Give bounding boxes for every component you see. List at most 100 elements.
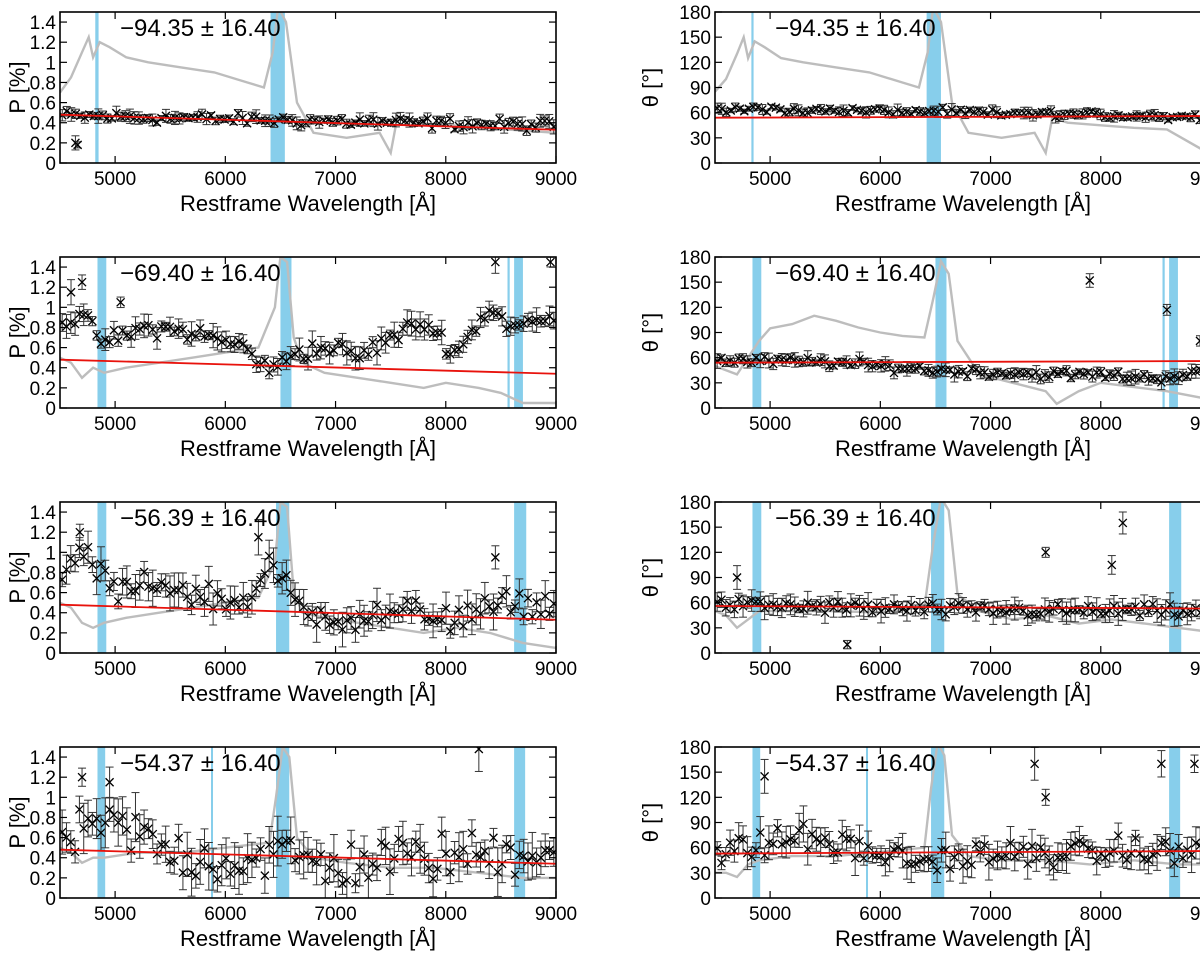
data-point-87 [1087, 370, 1097, 383]
data-point-118 [1195, 335, 1200, 347]
x-tick-label-6000: 6000 [204, 169, 246, 190]
y-axis-label: P [%] [5, 796, 30, 848]
y-tick-label-0.8: 0.8 [30, 318, 56, 339]
y-tick-label-1.2: 1.2 [30, 278, 56, 299]
data-point-36 [867, 846, 877, 864]
data-point-67 [346, 829, 356, 860]
panel-P-row2: 5000 6000 7000 8000 9000 Restframe Wavelength… [5, 501, 577, 706]
x-axis-label: Restframe Wavelength [Å] [180, 926, 436, 951]
data-point-0 [715, 353, 722, 369]
data-point-85 [1096, 108, 1105, 121]
x-tick-label-7000: 7000 [314, 169, 356, 190]
data-point-115 [1085, 273, 1095, 288]
plot-area [60, 12, 556, 163]
x-axis: 5000 6000 7000 8000 9000 [94, 12, 577, 190]
data-point-12 [109, 797, 119, 833]
data-point-116 [842, 639, 852, 650]
data-point-9 [96, 546, 106, 582]
data-point-76 [1040, 837, 1050, 869]
data-point-100 [489, 304, 498, 322]
data-point-46 [256, 837, 266, 861]
data-point-106 [1190, 110, 1200, 119]
data-point-55 [949, 845, 959, 869]
data-point-87 [432, 325, 442, 341]
x-tick-label-8000: 8000 [425, 659, 467, 680]
y-axis: 0 30 60 90 120 150 180 [679, 493, 722, 665]
data-point-119 [546, 257, 555, 268]
data-point-82 [1066, 831, 1076, 861]
y-tick-label-90: 90 [690, 79, 711, 100]
y-tick-label-0: 0 [45, 399, 56, 420]
data-point-108 [523, 842, 533, 881]
data-point-15 [122, 330, 132, 341]
x-tick-label-7000: 7000 [969, 169, 1011, 190]
data-point-66 [342, 607, 352, 634]
x-axis: 5000 6000 7000 8000 9000 [94, 257, 577, 435]
data-point-74 [1031, 365, 1041, 380]
y-tick-label-1: 1 [45, 788, 56, 809]
data-point-74 [376, 609, 386, 632]
data-point-19 [794, 812, 804, 848]
data-point-6 [83, 799, 93, 838]
data-point-82 [411, 318, 421, 341]
x-axis-label: Restframe Wavelength [Å] [835, 681, 1091, 706]
data-point-36 [212, 580, 222, 607]
data-point-117 [1041, 788, 1051, 806]
fit-line [715, 115, 1200, 119]
data-point-25 [825, 104, 835, 114]
data-point-48 [264, 366, 274, 380]
data-point-96 [1126, 836, 1136, 871]
data-point-41 [234, 332, 244, 350]
data-point-87 [1087, 602, 1097, 622]
data-point-42 [238, 334, 248, 354]
data-point-47 [260, 857, 270, 894]
data-point-8 [92, 798, 102, 840]
data-point-77 [1044, 600, 1054, 623]
data-point-18 [135, 322, 145, 336]
x-tick-label-8000: 8000 [425, 414, 467, 435]
x-tick-label-5000: 5000 [749, 904, 791, 925]
data-point-77 [389, 321, 399, 348]
data-point-60 [971, 837, 981, 852]
data-point-61 [320, 601, 330, 631]
data-point-118 [490, 257, 500, 274]
data-point-96 [471, 325, 481, 337]
y-tick-label-30: 30 [690, 864, 711, 885]
y-tick-label-0.8: 0.8 [30, 73, 56, 94]
data-point-13 [768, 357, 778, 371]
data-point-29 [837, 819, 847, 850]
data-point-87 [1087, 841, 1097, 860]
data-point-37 [217, 844, 227, 887]
data-point-69 [355, 346, 365, 371]
y-axis-label: θ [°] [638, 313, 663, 352]
data-point-61 [975, 601, 985, 611]
data-point-33 [206, 110, 216, 120]
x-tick-label-9000: 9000 [535, 904, 577, 925]
data-point-24 [161, 321, 171, 332]
data-point-33 [200, 586, 209, 617]
data-point-15 [122, 565, 132, 599]
y-axis: 00.20.40.60.811.21.4 [30, 13, 556, 175]
data-point-9 [751, 842, 761, 859]
data-point-76 [1040, 597, 1050, 622]
x-tick-label-6000: 6000 [204, 414, 246, 435]
epoch-label: −54.37 ± 16.40 [775, 750, 936, 777]
data-point-21 [148, 324, 158, 335]
data-point-97 [1131, 829, 1140, 847]
data-point-23 [161, 108, 171, 123]
y-tick-label-0.4: 0.4 [30, 359, 57, 380]
data-point-78 [394, 825, 404, 852]
data-point-29 [182, 582, 192, 612]
y-tick-label-60: 60 [690, 594, 711, 615]
data-point-106 [514, 578, 524, 609]
data-point-109 [1182, 602, 1192, 626]
data-point-28 [178, 321, 188, 338]
y-tick-label-60: 60 [690, 839, 711, 860]
data-point-34 [204, 330, 214, 341]
data-point-25 [820, 354, 830, 369]
data-point-111 [536, 314, 546, 328]
x-tick-label-5000: 5000 [94, 414, 136, 435]
data-point-21 [803, 832, 813, 866]
epoch-label: −56.39 ± 16.40 [120, 505, 281, 532]
data-point-40 [230, 336, 240, 353]
